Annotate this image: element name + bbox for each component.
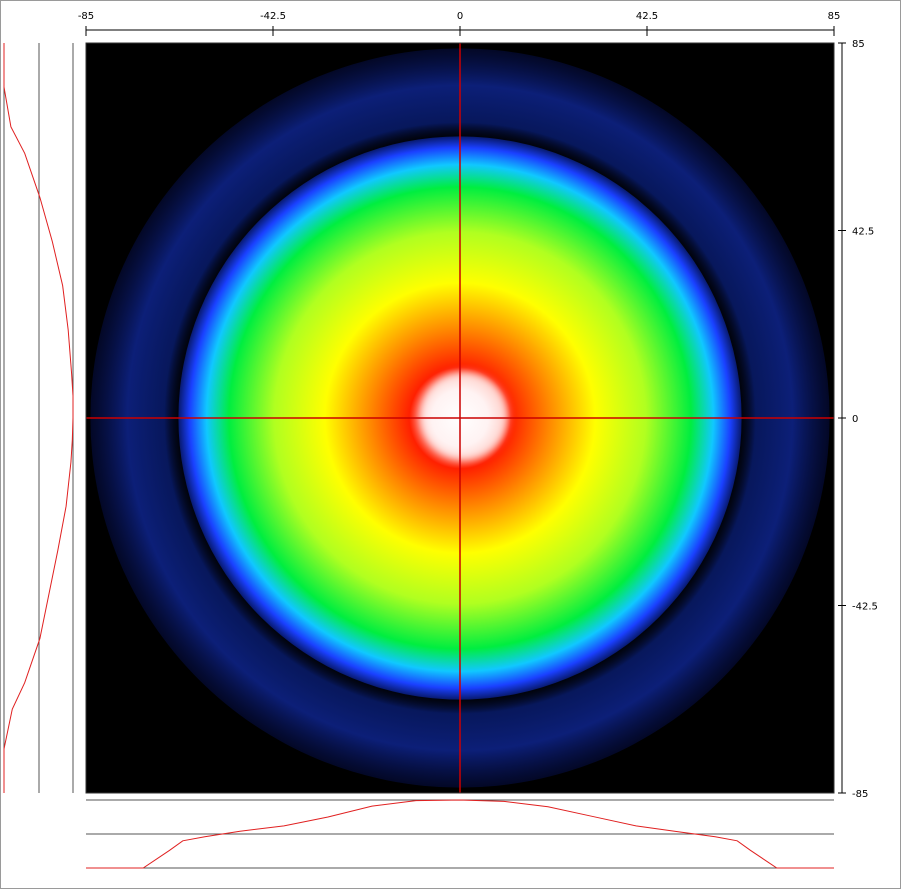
y-tick-label: 0 [852, 414, 858, 425]
x-tick-label: 42.5 [636, 11, 658, 22]
y-tick-label: -42.5 [852, 602, 878, 613]
y-tick-label: 42.5 [852, 227, 874, 238]
vertical-profile-curve [3, 43, 74, 793]
x-axis: -85 -42.5 0 42.5 85 [78, 11, 841, 36]
beam-hot-core [420, 372, 508, 460]
x-tick-label: 0 [457, 11, 463, 22]
y-tick-label: -85 [852, 789, 868, 800]
x-tick-label: 85 [828, 11, 841, 22]
y-axis: 85 42.5 0 -42.5 -85 [838, 39, 878, 800]
x-tick-label: -42.5 [260, 11, 286, 22]
horizontal-profile-curve [86, 799, 834, 869]
x-tick-label: -85 [78, 11, 94, 22]
y-tick-label: 85 [852, 39, 865, 50]
vertical-profile-panel [3, 43, 74, 793]
horizontal-profile-panel [86, 799, 834, 869]
image-border [85, 42, 835, 794]
